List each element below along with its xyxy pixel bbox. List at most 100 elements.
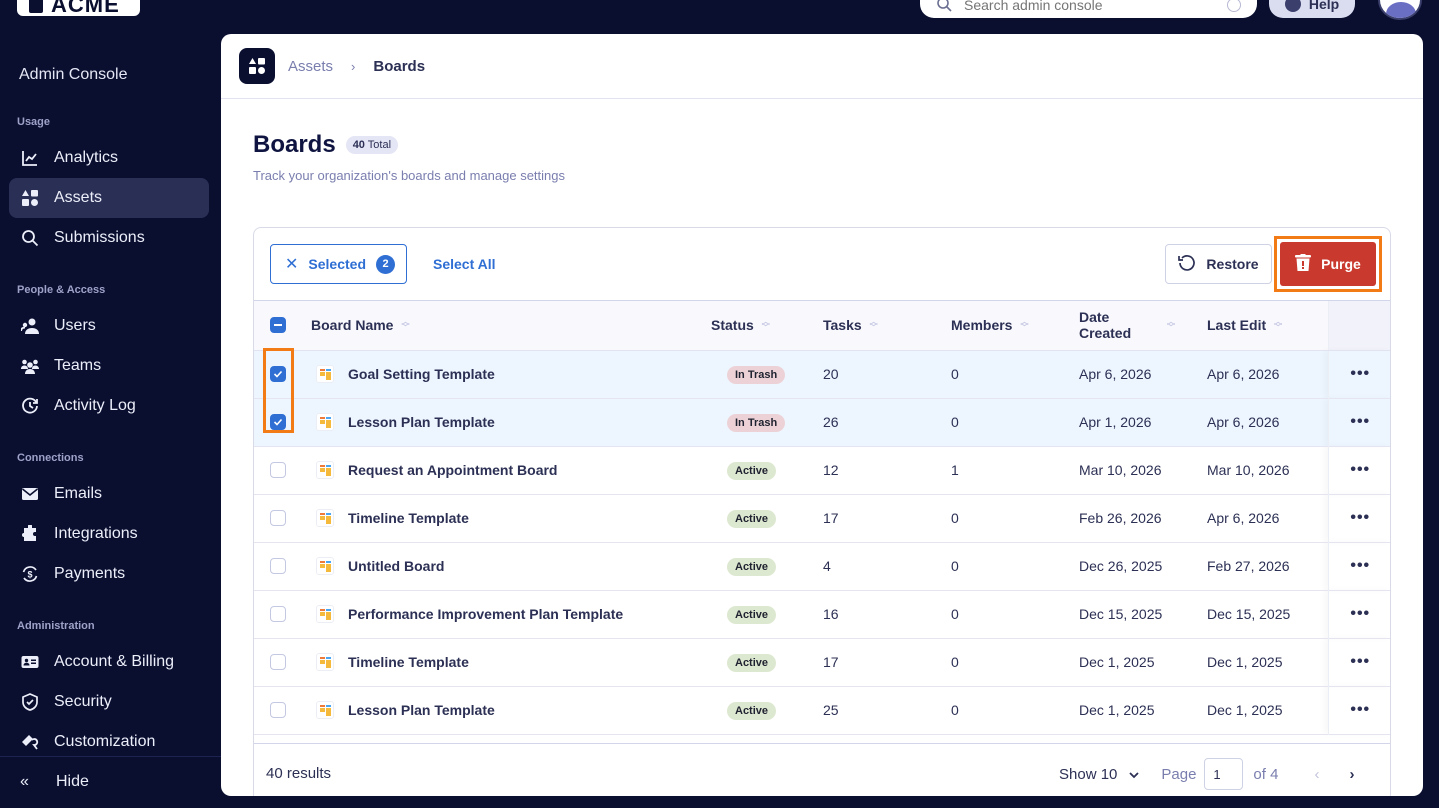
tasks-cell: 17	[823, 510, 839, 526]
row-actions-button[interactable]: •••	[1327, 350, 1390, 398]
date-created-cell: Feb 26, 2026	[1079, 510, 1162, 526]
board-name-link[interactable]: Timeline Template	[316, 509, 711, 527]
last-edit-cell: Dec 1, 2025	[1207, 654, 1283, 670]
board-icon	[316, 413, 334, 431]
search-input[interactable]	[964, 0, 1215, 13]
board-name-link[interactable]: Lesson Plan Template	[316, 413, 711, 431]
users-icon	[20, 316, 40, 336]
user-avatar[interactable]	[1378, 0, 1422, 20]
column-actions	[1327, 301, 1390, 351]
sidebar-item-submissions[interactable]: Submissions	[9, 218, 209, 258]
page-title: Boards	[253, 131, 336, 158]
table-row[interactable]: Lesson Plan Template Active 25 0 Dec 1, 2025…	[254, 686, 1390, 734]
search-bar[interactable]	[920, 0, 1257, 18]
restore-button[interactable]: Restore	[1165, 244, 1272, 284]
board-name-link[interactable]: Lesson Plan Template	[316, 701, 711, 719]
sidebar-item-customization[interactable]: Customization	[9, 722, 209, 762]
sidebar-item-account-billing[interactable]: Account & Billing	[9, 642, 209, 682]
table-row[interactable]: Untitled Board Active 4 0 Dec 26, 2025 Feb 27…	[254, 542, 1390, 590]
selected-count-badge: 2	[376, 254, 395, 274]
row-actions-button[interactable]: •••	[1327, 542, 1390, 590]
hide-sidebar-button[interactable]: « Hide	[20, 773, 89, 791]
sidebar-item-emails[interactable]: Emails	[9, 474, 209, 514]
sidebar-item-payments[interactable]: $ Payments	[9, 554, 209, 594]
help-icon	[1284, 0, 1301, 12]
sidebar-item-activity-log[interactable]: Activity Log	[9, 386, 209, 426]
row-checkbox[interactable]	[270, 606, 286, 622]
history-icon	[20, 396, 40, 416]
board-name-link[interactable]: Performance Improvement Plan Template	[316, 605, 711, 623]
row-actions-button[interactable]: •••	[1327, 398, 1390, 446]
row-actions-button[interactable]: •••	[1327, 446, 1390, 494]
sidebar-item-label: Activity Log	[54, 397, 136, 414]
sidebar-item-analytics[interactable]: Analytics	[9, 138, 209, 178]
dollar-cycle-icon: $	[20, 564, 40, 584]
column-last-edit[interactable]: Last Edit ︿ ﹀	[1207, 317, 1283, 334]
next-page-button[interactable]: ›	[1349, 765, 1355, 783]
status-badge: Active	[727, 605, 777, 624]
column-members[interactable]: Members ︿ ﹀	[951, 317, 1029, 334]
column-board-name[interactable]: Board Name ︿ ﹀	[311, 317, 410, 334]
acme-logo[interactable]: ACME	[17, 0, 140, 16]
last-edit-cell: Feb 27, 2026	[1207, 558, 1290, 574]
row-actions-button[interactable]: •••	[1327, 638, 1390, 686]
table-row[interactable]: Request an Appointment Board Active 12 1 Mar…	[254, 446, 1390, 494]
page-number-input[interactable]	[1204, 758, 1244, 790]
last-edit-cell: Dec 1, 2025	[1207, 702, 1283, 718]
row-actions-button[interactable]: •••	[1327, 494, 1390, 542]
column-status[interactable]: Status ︿ ﹀	[711, 317, 770, 334]
sidebar-item-teams[interactable]: Teams	[9, 346, 209, 386]
status-badge: Active	[727, 701, 777, 720]
id-card-icon	[20, 652, 40, 672]
results-count: 40 results	[266, 765, 332, 782]
date-created-cell: Apr 6, 2026	[1079, 366, 1152, 382]
breadcrumb-assets-link[interactable]: Assets	[288, 57, 334, 75]
sidebar-item-security[interactable]: Security	[9, 682, 209, 722]
sidebar-item-integrations[interactable]: Integrations	[9, 514, 209, 554]
row-actions-button[interactable]: •••	[1327, 590, 1390, 638]
status-badge: Active	[727, 461, 777, 480]
row-checkbox[interactable]	[270, 558, 286, 574]
select-all-checkbox[interactable]	[270, 317, 286, 334]
row-checkbox[interactable]	[270, 654, 286, 670]
row-checkbox[interactable]	[270, 462, 286, 478]
prev-page-button[interactable]: ‹	[1314, 765, 1320, 783]
purge-highlight: Purge	[1274, 236, 1382, 292]
page-header: Boards 40 Total Track your organization'…	[253, 131, 565, 183]
table-row[interactable]: Performance Improvement Plan Template Act…	[254, 590, 1390, 638]
table-row[interactable]: Timeline Template Active 17 0 Feb 26, 2026 Ap…	[254, 494, 1390, 542]
row-checkbox[interactable]	[270, 510, 286, 526]
clear-selection-button[interactable]: ✕ Selected 2	[270, 244, 407, 284]
row-checkbox[interactable]	[270, 702, 286, 718]
row-checkbox[interactable]	[270, 366, 286, 382]
column-date-created[interactable]: Date Created ︿ ﹀	[1079, 309, 1175, 342]
members-cell: 0	[951, 654, 959, 670]
total-badge: 40 Total	[345, 136, 399, 154]
row-checkbox[interactable]	[270, 414, 286, 430]
close-icon: ✕	[285, 256, 299, 273]
board-name-link[interactable]: Request an Appointment Board	[316, 461, 711, 479]
table-row[interactable]: Lesson Plan Template In Trash 26 0 Apr 1, 20…	[254, 398, 1390, 446]
sidebar-item-assets[interactable]: Assets	[9, 178, 209, 218]
section-label-people: People & Access	[17, 284, 106, 296]
board-name-link[interactable]: Timeline Template	[316, 653, 711, 671]
sidebar-item-label: Payments	[54, 565, 126, 582]
breadcrumb: Assets › Boards	[221, 34, 1423, 99]
table-row[interactable]: Timeline Template Active 17 0 Dec 1, 2025 Dec…	[254, 638, 1390, 686]
page-size-select[interactable]: Show 10	[1059, 766, 1140, 783]
purge-button[interactable]: Purge	[1280, 242, 1376, 286]
board-name-link[interactable]: Goal Setting Template	[316, 365, 711, 383]
column-tasks[interactable]: Tasks ︿ ﹀	[823, 317, 878, 334]
row-actions-button[interactable]: •••	[1327, 686, 1390, 734]
sort-icon: ︿ ﹀	[869, 317, 878, 333]
select-all-button[interactable]: Select All	[433, 256, 496, 272]
help-button[interactable]: Help	[1269, 0, 1355, 18]
info-icon[interactable]	[1227, 0, 1241, 12]
chevron-right-icon: ›	[351, 58, 356, 74]
table-row[interactable]: Goal Setting Template In Trash 20 0 Apr 6, 2…	[254, 350, 1390, 398]
board-icon	[316, 461, 334, 479]
sidebar-item-users[interactable]: Users	[9, 306, 209, 346]
main-panel: Assets › Boards Boards 40 Total Track yo…	[221, 34, 1423, 796]
board-name-link[interactable]: Untitled Board	[316, 557, 711, 575]
page-total: of 4	[1253, 765, 1279, 783]
